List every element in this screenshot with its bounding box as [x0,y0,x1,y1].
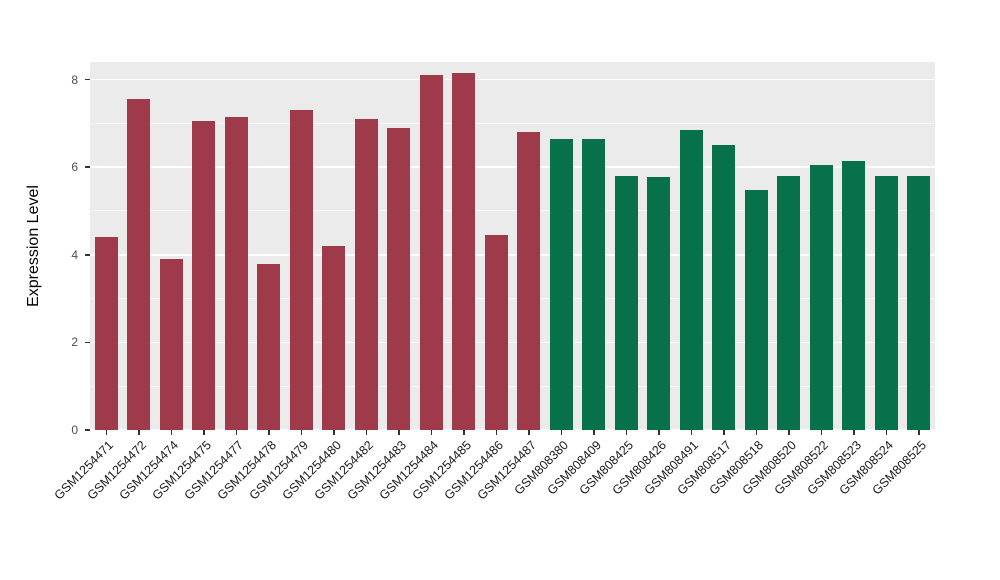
x-tick-mark [300,430,302,435]
x-tick-mark [398,430,400,435]
x-tick-mark [203,430,205,435]
y-tick-mark [85,166,90,168]
x-tick-mark [170,430,172,435]
x-tick-mark [138,430,140,435]
bar [159,259,183,430]
y-tick-mark [85,78,90,81]
bar [387,127,411,430]
bar [582,138,606,430]
x-tick-mark [593,430,595,435]
x-tick-mark [625,430,627,435]
x-tick-mark [268,430,270,435]
bar [192,121,216,430]
bar [614,175,638,430]
bar [127,99,151,430]
x-tick-mark [788,430,790,435]
bar [712,145,736,430]
bar [419,75,443,430]
x-tick-mark [333,430,335,435]
bar [354,118,378,430]
x-tick-mark [918,430,920,435]
x-tick-mark [463,430,465,435]
grid-major-line [90,341,935,344]
bar [809,164,833,430]
y-tick-label: 8 [71,72,78,87]
bar [549,138,573,430]
bar [452,72,476,430]
grid-major-line [90,254,935,256]
grid-minor-line [90,122,935,124]
plot-panel [90,62,935,431]
y-tick-mark [85,429,90,431]
bar [647,176,671,430]
y-tick-mark [85,254,90,256]
bar [777,175,801,430]
grid-major-line [90,78,935,81]
y-tick-label: 0 [71,423,78,437]
bar [257,264,281,430]
x-tick-mark [885,430,887,435]
grid-minor-line [90,298,935,300]
x-tick-mark [690,430,692,435]
y-tick-label: 2 [71,335,78,350]
bar [517,132,541,430]
bar [907,175,931,430]
grid-major-line [90,429,935,431]
x-tick-mark [430,430,432,435]
bar [322,246,346,430]
x-tick-mark [658,430,660,435]
x-tick-mark [723,430,725,435]
bar [679,129,703,430]
x-tick-mark [528,430,530,435]
x-tick-mark [365,430,367,435]
bar [224,116,248,430]
x-tick-mark [235,430,237,435]
bar [484,235,508,430]
y-tick-label: 4 [71,247,78,262]
x-tick-mark [853,430,855,435]
y-tick-label: 6 [71,160,78,175]
bar [94,237,118,430]
x-tick-mark [560,430,562,435]
x-tick-mark [495,430,497,435]
bar [874,175,898,430]
x-tick-mark [105,430,107,435]
bar [842,160,866,430]
grid-minor-line [90,385,935,387]
y-axis-title: Expression Level [25,185,42,307]
x-tick-mark [820,430,822,435]
bar [289,110,313,430]
y-tick-mark [85,341,90,344]
grid-major-line [90,166,935,168]
grid-minor-line [90,210,935,212]
bar [744,189,768,430]
x-tick-mark [755,430,757,435]
